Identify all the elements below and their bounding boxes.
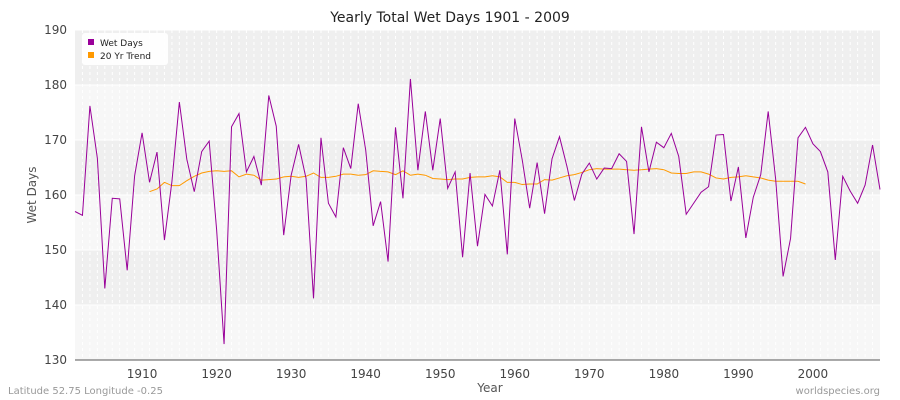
plot-band (75, 30, 880, 85)
x-tick-label: 1950 (425, 367, 456, 381)
plot-band (75, 140, 880, 195)
y-tick-labels: 130 140 150 160 170 180 190 (44, 23, 67, 367)
x-tick-label: 1930 (276, 367, 307, 381)
x-axis-label: Year (476, 381, 502, 395)
x-tick-label: 1910 (127, 367, 158, 381)
y-tick-label: 130 (44, 353, 67, 367)
legend: Wet Days 20 Yr Trend (82, 33, 168, 65)
series-line-wet-days (74, 78, 881, 345)
y-tick-label: 160 (44, 188, 67, 202)
chart-title: Yearly Total Wet Days 1901 - 2009 (329, 10, 570, 26)
legend-swatch-trend (88, 52, 94, 58)
x-tick-label: 1940 (350, 367, 381, 381)
x-tick-label: 2000 (798, 367, 829, 381)
series-line-trend (149, 168, 806, 193)
x-tick-label: 1990 (723, 367, 754, 381)
x-tick-label: 1980 (649, 367, 680, 381)
x-tick-label: 1970 (574, 367, 605, 381)
legend-box (82, 33, 168, 65)
y-tick-label: 140 (44, 298, 67, 312)
y-tick-label: 170 (44, 133, 67, 147)
legend-swatch-wet-days (88, 39, 94, 45)
y-tick-label: 180 (44, 78, 67, 92)
y-tick-label: 150 (44, 243, 67, 257)
footer-source: worldspecies.org (796, 386, 880, 397)
legend-label-wet-days: Wet Days (100, 39, 143, 49)
y-axis-label: Wet Days (25, 166, 39, 223)
footer-location: Latitude 52.75 Longitude -0.25 (8, 386, 163, 397)
x-tick-labels: 1910 1920 1930 1940 1950 1960 1970 1980 1990 2000 (127, 367, 828, 381)
legend-label-trend: 20 Yr Trend (100, 52, 151, 62)
x-tick-label: 1920 (201, 367, 232, 381)
plot-band (75, 85, 880, 140)
x-tick-label: 1960 (499, 367, 530, 381)
y-tick-label: 190 (44, 23, 67, 37)
